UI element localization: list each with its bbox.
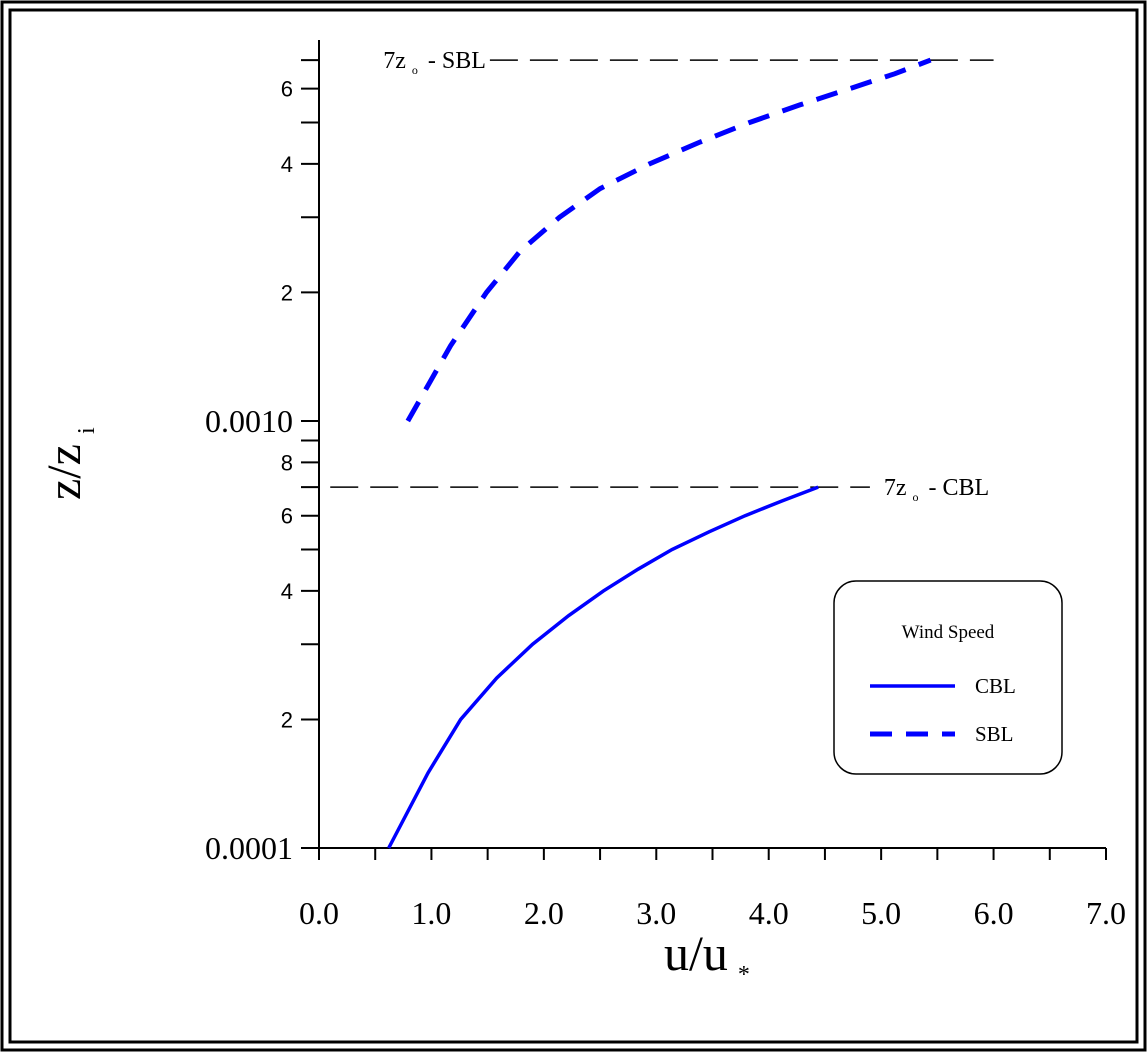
legend-title: Wind Speed — [902, 622, 995, 643]
reference-label-suffix: - CBL — [929, 475, 990, 501]
x-axis-title-sub: * — [738, 962, 750, 988]
y-tick-label: 8 — [281, 450, 293, 475]
x-tick-label: 4.0 — [749, 895, 789, 931]
legend-label: SBL — [975, 722, 1014, 746]
x-tick-label: 0.0 — [299, 895, 339, 931]
y-tick-label: 4 — [281, 579, 293, 604]
x-tick-label: 7.0 — [1086, 895, 1126, 931]
x-tick-label: 6.0 — [974, 895, 1014, 931]
y-tick-label: 0.0001 — [205, 830, 293, 866]
series-line — [405, 57, 932, 423]
y-axis-title-sub: i — [74, 427, 100, 434]
x-tick-label: 3.0 — [636, 895, 676, 931]
reference-label-main: 7z — [884, 475, 907, 501]
x-tick-label: 5.0 — [861, 895, 901, 931]
reference-label-main: 7z — [383, 48, 406, 74]
y-tick-label: 2 — [281, 280, 293, 305]
y-tick-label: 0.0010 — [205, 403, 293, 439]
reference-label: 7z o - SBL — [383, 48, 486, 77]
y-axis-title-group: z/z i — [38, 427, 100, 500]
y-tick-label: 4 — [281, 152, 293, 177]
series-line — [387, 485, 819, 849]
y-axis-title: z/z i — [38, 427, 100, 500]
reference-label: 7z o - CBL — [884, 475, 989, 504]
x-axis-title-main: u/u — [664, 925, 728, 981]
legend-label: CBL — [975, 674, 1016, 698]
y-tick-label: 6 — [281, 77, 293, 102]
x-tick-label: 2.0 — [524, 895, 564, 931]
reference-label-sub: o — [913, 490, 919, 504]
y-tick-label: 2 — [281, 707, 293, 732]
x-axis-title: u/u * — [664, 925, 750, 988]
reference-label-sub: o — [412, 63, 418, 77]
y-tick-label: 6 — [281, 504, 293, 529]
y-axis-title-main: z/z — [38, 444, 91, 500]
legend-box — [833, 580, 1063, 775]
reference-label-suffix: - SBL — [428, 48, 486, 74]
inner-frame — [8, 8, 1139, 1044]
x-tick-label: 1.0 — [411, 895, 451, 931]
